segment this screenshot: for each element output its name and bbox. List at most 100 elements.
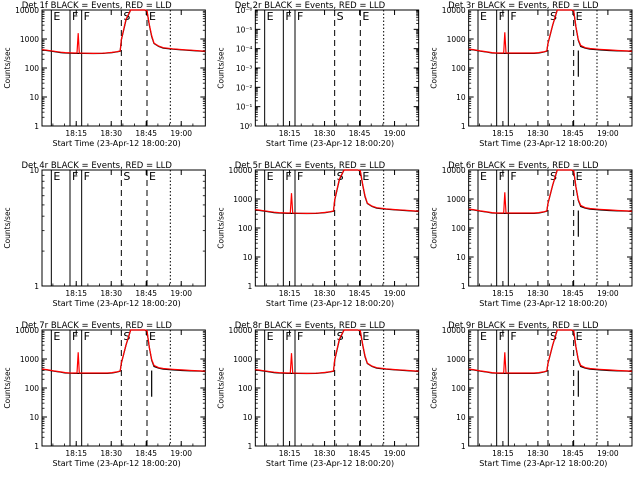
y-tick-label: 1: [34, 282, 39, 291]
event-marker-label: E: [53, 330, 60, 343]
event-marker-label: E: [149, 330, 156, 343]
x-tick-label: 18:45: [349, 289, 371, 298]
y-tick-label: 10⁻⁶: [236, 6, 253, 15]
event-marker-label: E: [149, 10, 156, 23]
y-tick-label: 100: [451, 384, 466, 393]
x-axis-label: Start Time (23-Apr-12 18:00:20): [479, 299, 607, 308]
lld-series-line: [41, 329, 206, 374]
x-tick-label: 18:45: [562, 289, 584, 298]
y-tick-label: 1: [461, 122, 466, 131]
event-marker-label: S: [123, 330, 130, 343]
y-tick-label: 10⁻⁴: [236, 45, 253, 54]
y-tick-label: 1000: [233, 195, 252, 204]
x-tick-label: 19:00: [170, 129, 192, 138]
x-tick-label: 18:15: [492, 449, 514, 458]
chart-title: Det 8r BLACK = Events, RED = LLD: [235, 321, 386, 331]
y-tick-label: 1: [461, 282, 466, 291]
y-tick-label: 10⁰: [240, 122, 253, 131]
plot-frame: [41, 169, 206, 287]
event-marker-label: E: [362, 330, 369, 343]
y-tick-label: 10: [456, 253, 466, 262]
x-tick-label: 18:30: [314, 449, 336, 458]
x-tick-label: 19:00: [384, 289, 406, 298]
y-tick-label: 10: [29, 166, 39, 175]
x-axis-label: Start Time (23-Apr-12 18:00:20): [266, 459, 394, 468]
lld-series-line: [255, 169, 419, 215]
event-marker-label: F: [510, 330, 516, 343]
chart-panel-8: Det 8r BLACK = Events, RED = LLD 1 10 100 10…: [216, 321, 420, 468]
y-axis-label: Counts/sec: [3, 207, 12, 248]
x-tick-label: 19:00: [384, 449, 406, 458]
chart-title: Det 2r BLACK = Events, RED = LLD: [235, 1, 386, 11]
y-tick-label: 1: [34, 442, 39, 451]
event-marker-label: E: [576, 10, 583, 23]
y-tick-label: 10000: [228, 166, 252, 175]
y-tick-label: 100: [451, 64, 466, 73]
y-tick-label: 10000: [442, 166, 466, 175]
x-tick-label: 18:45: [349, 449, 371, 458]
chart-title: Det 7r BLACK = Events, RED = LLD: [21, 321, 172, 331]
x-axis-label: Start Time (23-Apr-12 18:00:20): [479, 139, 607, 148]
x-tick-label: 18:30: [100, 129, 122, 138]
event-marker-label: S: [123, 170, 130, 183]
x-tick-label: 19:00: [597, 449, 619, 458]
chart-panel-4: Det 4r BLACK = Events, RED = LLD 1 10 18:15…: [3, 161, 206, 308]
chart-title: Det 3r BLACK = Events, RED = LLD: [448, 1, 599, 11]
y-tick-label: 1: [461, 442, 466, 451]
x-tick-label: 19:00: [597, 129, 619, 138]
lld-series-line: [255, 329, 419, 375]
event-marker-label: F: [84, 170, 90, 183]
y-tick-label: 10: [243, 413, 253, 422]
event-marker-label: F: [72, 170, 78, 183]
y-tick-label: 10000: [228, 326, 252, 335]
plot-frame: [468, 169, 633, 287]
y-tick-label: 10: [456, 93, 466, 102]
lld-series-line: [468, 329, 633, 374]
x-tick-label: 19:00: [597, 289, 619, 298]
y-tick-label: 1: [248, 282, 253, 291]
y-tick-label: 10000: [15, 326, 39, 335]
x-tick-label: 18:30: [314, 129, 336, 138]
y-axis-label: Counts/sec: [216, 367, 225, 408]
y-tick-label: 10⁻¹: [236, 103, 253, 112]
lld-series-line: [468, 169, 633, 214]
x-tick-label: 18:15: [65, 289, 87, 298]
y-axis-label: Counts/sec: [216, 207, 225, 248]
event-marker-label: E: [576, 330, 583, 343]
x-tick-label: 18:15: [65, 449, 87, 458]
event-marker-label: F: [297, 330, 303, 343]
event-marker-label: F: [285, 170, 291, 183]
y-axis-label: Counts/sec: [430, 367, 439, 408]
y-tick-label: 1000: [20, 355, 39, 364]
x-tick-label: 18:45: [562, 129, 584, 138]
x-tick-label: 18:15: [279, 449, 301, 458]
chart-panel-5: Det 5r BLACK = Events, RED = LLD 1 10 100 10…: [216, 161, 420, 308]
event-marker-label: S: [550, 10, 557, 23]
event-marker-label: E: [362, 10, 369, 23]
y-tick-label: 1: [248, 442, 253, 451]
x-axis-label: Start Time (23-Apr-12 18:00:20): [266, 139, 394, 148]
event-marker-label: E: [53, 10, 60, 23]
x-axis-label: Start Time (23-Apr-12 18:00:20): [53, 459, 181, 468]
event-marker-label: E: [576, 170, 583, 183]
event-marker-label: S: [550, 330, 557, 343]
y-tick-label: 100: [25, 64, 40, 73]
event-marker-label: F: [499, 170, 505, 183]
event-marker-label: F: [499, 10, 505, 23]
y-axis-label: Counts/sec: [216, 47, 225, 88]
x-tick-label: 18:45: [349, 129, 371, 138]
event-marker-label: F: [510, 10, 516, 23]
x-tick-label: 18:15: [279, 289, 301, 298]
event-marker-label: F: [72, 10, 78, 23]
y-axis-label: Counts/sec: [430, 47, 439, 88]
x-axis-label: Start Time (23-Apr-12 18:00:20): [53, 299, 181, 308]
event-marker-label: E: [267, 170, 274, 183]
x-tick-label: 18:30: [100, 289, 122, 298]
x-tick-label: 19:00: [170, 449, 192, 458]
y-axis-label: Counts/sec: [3, 47, 12, 88]
y-tick-label: 10⁻³: [236, 64, 253, 73]
event-marker-label: E: [362, 170, 369, 183]
y-axis-label: Counts/sec: [3, 367, 12, 408]
y-tick-label: 10⁻²: [236, 83, 253, 92]
